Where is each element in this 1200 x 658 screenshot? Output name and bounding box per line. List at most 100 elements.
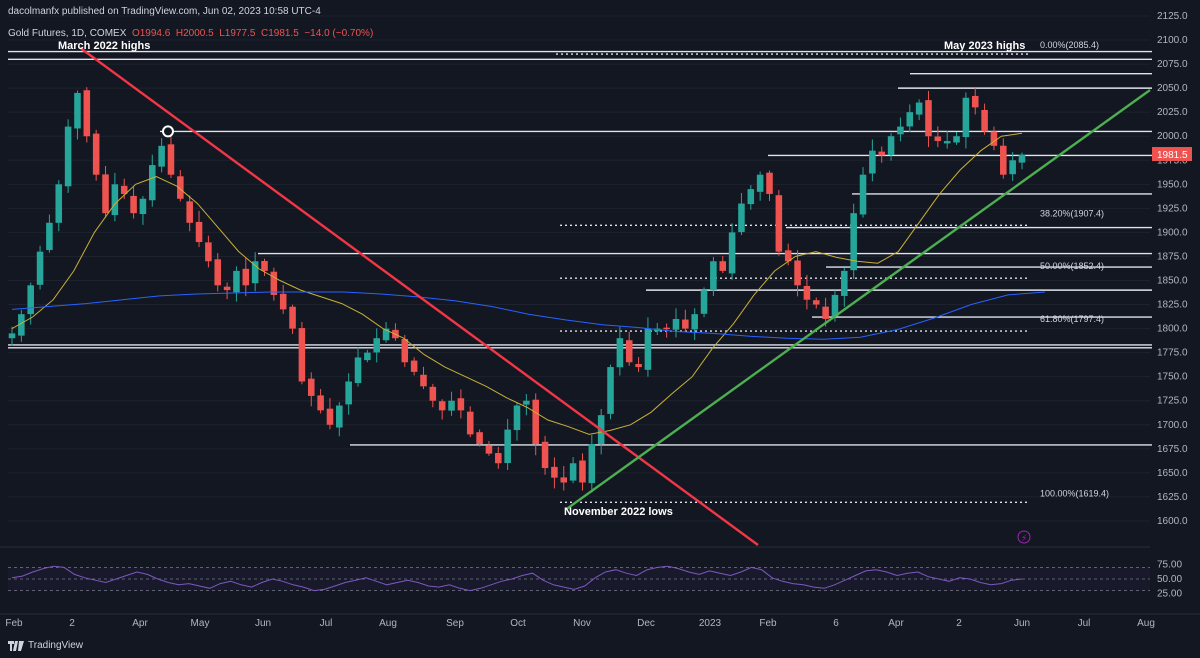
candle-body xyxy=(167,144,175,175)
price-tick-label: 1675.0 xyxy=(1157,444,1188,455)
candle-body xyxy=(36,251,44,285)
candle-body xyxy=(354,357,362,384)
time-tick-label: Dec xyxy=(637,618,655,629)
candle-body xyxy=(345,381,352,405)
candle-body xyxy=(588,444,596,484)
candle-body xyxy=(981,109,988,132)
candle-body xyxy=(195,221,203,243)
candle-body xyxy=(279,293,287,310)
candle-body xyxy=(466,411,474,435)
candle-body xyxy=(822,306,829,319)
chart-annotation: November 2022 lows xyxy=(564,506,673,518)
fib-label: 0.00%(2085.4) xyxy=(1040,40,1099,50)
price-tick-label: 1775.0 xyxy=(1157,348,1188,359)
candle-body xyxy=(1000,145,1007,175)
price-tick-label: 1725.0 xyxy=(1157,396,1188,407)
price-tick-label: 2000.0 xyxy=(1157,131,1188,142)
support-resistance-levels: 0.00%(2085.4) 38.20%(1907.4) 50.00%(1852.4… xyxy=(8,40,1152,503)
time-tick-label: Aug xyxy=(1137,618,1155,629)
time-axis[interactable]: Feb 2 Apr May Jun Jul Aug Sep Oct Nov Dec 2023 Feb 6 A… xyxy=(5,618,1155,629)
candle-body xyxy=(831,294,839,317)
candle-body xyxy=(410,360,418,372)
moving-averages xyxy=(11,132,1046,435)
time-tick-label: Oct xyxy=(510,618,526,629)
candle-body xyxy=(691,314,698,330)
candle-body xyxy=(438,401,446,411)
candle-body xyxy=(149,165,156,201)
fib-label: 50.00%(1852.4) xyxy=(1040,261,1104,271)
candle-body xyxy=(738,203,745,233)
price-tick-label: 1600.0 xyxy=(1157,516,1188,527)
time-tick-label: Jun xyxy=(255,618,271,629)
candle-body xyxy=(906,112,914,127)
rsi-tick-label: 25.00 xyxy=(1157,589,1182,600)
candle-body xyxy=(700,290,708,314)
candle-body xyxy=(756,174,764,192)
candle-body xyxy=(233,270,240,293)
time-tick-label: May xyxy=(191,618,210,629)
annotations: March 2022 highs May 2023 highs November 2… xyxy=(58,40,1031,544)
candle-body xyxy=(878,151,885,156)
price-tick-label: 1750.0 xyxy=(1157,372,1188,383)
candle-body xyxy=(943,141,951,144)
candle-body xyxy=(261,260,268,271)
candle-body xyxy=(457,398,465,411)
level-marker xyxy=(162,125,174,138)
candle-body xyxy=(775,195,783,252)
last-price-label: 1981.5 xyxy=(1157,150,1188,161)
price-tick-label: 1825.0 xyxy=(1157,300,1188,311)
candle-body xyxy=(841,270,848,296)
time-tick-label: Apr xyxy=(888,618,904,629)
candle-body xyxy=(513,405,521,431)
price-tick-label: 1925.0 xyxy=(1157,203,1188,214)
candlesticks xyxy=(8,87,1026,493)
candle-body xyxy=(728,232,736,274)
candle-body xyxy=(111,184,119,216)
candle-body xyxy=(401,339,409,363)
price-tick-label: 2100.0 xyxy=(1157,35,1188,46)
time-tick-label: Jun xyxy=(1014,618,1030,629)
candle-body xyxy=(307,378,315,396)
close-value: C1981.5 xyxy=(260,28,299,39)
candle-body xyxy=(74,92,81,129)
candle-body xyxy=(925,100,932,137)
publisher-info: dacolmanfx published on TradingView.com,… xyxy=(8,6,321,17)
candle-body xyxy=(326,408,334,425)
chart-annotation: March 2022 highs xyxy=(58,40,150,52)
price-tick-label: 1950.0 xyxy=(1157,179,1188,190)
candle-body xyxy=(532,399,539,445)
candle-body xyxy=(859,174,867,215)
price-tick-label: 1650.0 xyxy=(1157,468,1188,479)
candle-body xyxy=(120,185,128,194)
time-tick-label: Aug xyxy=(379,618,397,629)
candle-body xyxy=(102,174,109,214)
last-price-badge xyxy=(1152,147,1192,162)
candle-body xyxy=(523,400,530,405)
candle-body xyxy=(317,395,324,411)
candle-body xyxy=(485,445,493,454)
price-tick-label: 1800.0 xyxy=(1157,324,1188,335)
time-tick-label: Jul xyxy=(1078,618,1091,629)
candle-body xyxy=(616,338,624,368)
price-tick-label: 2075.0 xyxy=(1157,59,1188,70)
time-tick-label: Apr xyxy=(132,618,148,629)
candle-body xyxy=(934,136,942,142)
candle-body xyxy=(962,97,970,138)
candle-body xyxy=(990,131,998,146)
candle-body xyxy=(177,176,184,199)
rsi-line xyxy=(11,565,1023,592)
symbol-name: Gold Futures, 1D, COMEX xyxy=(8,28,127,39)
candle-body xyxy=(495,453,502,464)
price-axis[interactable]: 2125.02100.02075.02050.02025.02000.01975… xyxy=(1152,11,1192,527)
candle-body xyxy=(382,328,390,341)
candle-body xyxy=(915,102,923,115)
price-tick-label: 2125.0 xyxy=(1157,11,1188,22)
candle-body xyxy=(139,198,147,215)
uptrend-line xyxy=(565,89,1151,511)
candle-body xyxy=(784,250,792,262)
price-tick-label: 1875.0 xyxy=(1157,251,1188,262)
candle-body xyxy=(92,133,100,175)
candle-body xyxy=(46,222,53,251)
candle-body xyxy=(158,145,165,167)
